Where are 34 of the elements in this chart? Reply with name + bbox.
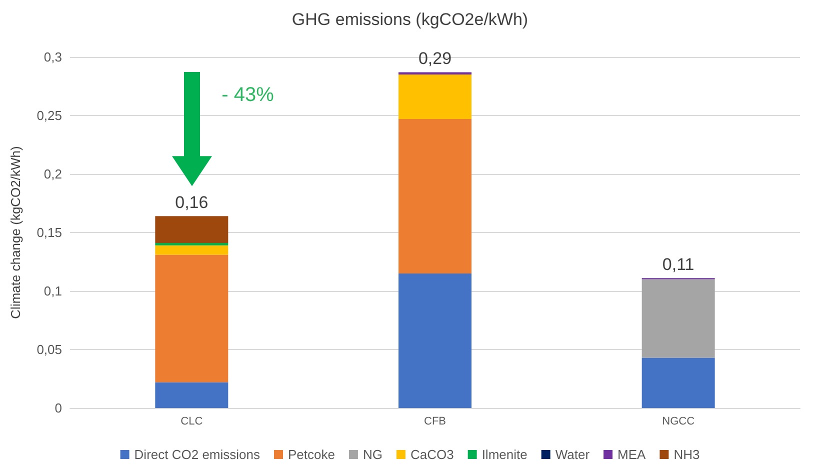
y-tick-label: 0,15 <box>36 225 62 240</box>
y-tick-label: 0 <box>54 400 62 416</box>
total-label: 0,16 <box>175 193 208 212</box>
legend-label: NH3 <box>674 447 700 462</box>
total-label: 0,29 <box>418 49 452 68</box>
y-tick-label: 0,3 <box>44 50 62 64</box>
bar <box>398 72 472 75</box>
legend-label: CaCO3 <box>410 447 454 462</box>
y-tick-label: 0,2 <box>44 166 62 182</box>
x-tick-label: NGCC <box>662 416 695 428</box>
y-axis-title: Climate change (kgCO2/kWh) <box>8 146 23 319</box>
legend-label: MEA <box>618 447 646 462</box>
annotation: - 43% <box>222 84 274 107</box>
y-tick-label: 0,05 <box>36 342 62 357</box>
total-label: 0,11 <box>662 255 694 274</box>
bar <box>398 273 472 408</box>
bar <box>155 382 228 408</box>
bar <box>398 119 472 274</box>
bar <box>642 279 715 358</box>
legend-label: NG <box>362 447 382 462</box>
bar <box>398 74 472 120</box>
x-tick-label: CLC <box>180 416 203 428</box>
chart-title: GHG emissions (kgCO2e/kWh) <box>292 10 528 29</box>
y-tick-label: 0,1 <box>44 284 62 298</box>
bar <box>155 245 228 255</box>
x-tick-label: CFB <box>424 416 446 428</box>
bar <box>155 216 228 244</box>
legend-label: Water <box>555 447 590 462</box>
legend-label: Direct CO2 emissions <box>134 447 260 462</box>
bar <box>642 358 715 408</box>
legend-label: Petcoke <box>288 447 335 462</box>
bar <box>155 254 228 382</box>
legend-label: Ilmenite <box>482 447 528 462</box>
y-tick-label: 0,25 <box>36 108 62 123</box>
